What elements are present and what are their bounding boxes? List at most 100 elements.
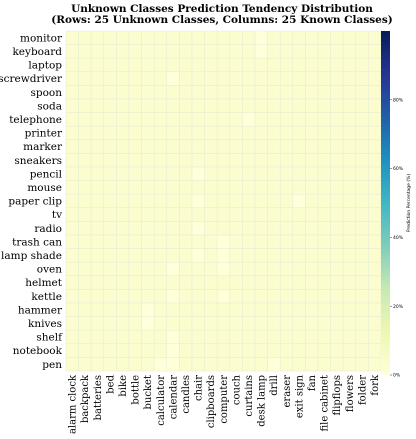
heatmap-cell (317, 261, 331, 277)
heatmap-cell (330, 248, 344, 263)
heatmap-cell (103, 261, 117, 277)
heatmap-cell (254, 329, 268, 345)
heatmap-cell (78, 125, 92, 141)
heatmap-cell (267, 57, 281, 73)
heatmap-cell (128, 166, 142, 181)
heatmap-cell (229, 98, 243, 113)
heatmap-cell (279, 221, 294, 236)
heatmap-cell (141, 343, 155, 358)
heatmap-cell (254, 261, 268, 277)
heatmap-cell (368, 139, 382, 154)
heatmap-cell (153, 275, 168, 290)
heatmap-cell (153, 221, 168, 236)
heatmap-cell (368, 153, 382, 168)
heatmap-cell (317, 234, 331, 249)
heatmap-cell (65, 275, 79, 290)
heatmap-cell (317, 139, 331, 154)
heatmap-cell (179, 153, 193, 168)
heatmap-cell (141, 180, 155, 195)
heatmap-cell (292, 71, 306, 86)
heatmap-cell (317, 207, 331, 222)
heatmap-cell (305, 261, 319, 277)
heatmap-cell (216, 234, 231, 249)
heatmap-cell (103, 30, 117, 45)
heatmap-cell (78, 44, 92, 59)
heatmap-cell (216, 71, 231, 86)
heatmap-cell (229, 357, 243, 372)
heatmap-cell (330, 207, 344, 222)
column-label: flowers (345, 375, 356, 412)
heatmap-cell (254, 139, 268, 154)
heatmap-cell (116, 30, 130, 45)
heatmap-cell (179, 30, 193, 45)
heatmap-cell (342, 139, 357, 154)
row-label: kettle (31, 291, 62, 303)
heatmap-cell (191, 98, 205, 113)
heatmap-cell (279, 316, 294, 331)
row-label: keyboard (12, 46, 62, 58)
heatmap-cell (229, 85, 243, 100)
heatmap-cell (216, 112, 231, 127)
heatmap-cell (355, 357, 369, 372)
heatmap-cell (153, 44, 168, 59)
heatmap-cell (368, 180, 382, 195)
heatmap-cell (153, 180, 168, 195)
heatmap-cell (342, 193, 357, 209)
row-label: shelf (36, 332, 63, 344)
heatmap-cell (116, 153, 130, 168)
heatmap-cell (305, 248, 319, 263)
column-label: fork (370, 374, 381, 396)
heatmap-cell (267, 234, 281, 249)
heatmap-cell (317, 71, 331, 86)
heatmap-cell (116, 357, 130, 372)
heatmap-cell (305, 289, 319, 304)
heatmap-cell (342, 357, 357, 372)
heatmap-cell (330, 180, 344, 195)
heatmap-cell (116, 316, 130, 331)
heatmap-cell (204, 166, 218, 181)
heatmap-cell (317, 343, 331, 358)
heatmap-cell (78, 302, 92, 317)
heatmap-cell (317, 98, 331, 113)
heatmap-cell (191, 139, 205, 154)
heatmap-cell (90, 166, 105, 181)
heatmap-cell (355, 139, 369, 154)
heatmap-cell (204, 30, 218, 45)
heatmap-cell (166, 98, 180, 113)
heatmap-cell (128, 329, 142, 345)
heatmap-cell (191, 125, 205, 141)
heatmap-cell (305, 85, 319, 100)
column-label: bucket (143, 375, 154, 409)
heatmap-cell (216, 207, 231, 222)
heatmap-cell (141, 234, 155, 249)
heatmap-cell (116, 234, 130, 249)
heatmap-cell (204, 57, 218, 73)
heatmap-cell (342, 153, 357, 168)
heatmap-cell (279, 166, 294, 181)
heatmap-cell (292, 316, 306, 331)
column-label: curtains (244, 375, 255, 417)
heatmap-cell (103, 316, 117, 331)
heatmap-cell (342, 180, 357, 195)
heatmap-cell (90, 207, 105, 222)
heatmap-cell (116, 166, 130, 181)
heatmap-cell (305, 275, 319, 290)
heatmap-cell (242, 139, 256, 154)
heatmap-cell (254, 112, 268, 127)
heatmap-cell (368, 112, 382, 127)
column-label: calendar (168, 375, 179, 419)
heatmap-cell (330, 30, 344, 45)
heatmap-cell (153, 329, 168, 345)
heatmap-cell (342, 248, 357, 263)
heatmap-cell (267, 44, 281, 59)
heatmap-cell (191, 71, 205, 86)
heatmap-cell (128, 139, 142, 154)
heatmap-cell (355, 112, 369, 127)
heatmap-cell (116, 193, 130, 209)
heatmap-cell (179, 98, 193, 113)
heatmap-cell (229, 248, 243, 263)
heatmap-cell (141, 207, 155, 222)
heatmap-cell (166, 44, 180, 59)
heatmap-cell (191, 30, 205, 45)
heatmap-cell (292, 221, 306, 236)
